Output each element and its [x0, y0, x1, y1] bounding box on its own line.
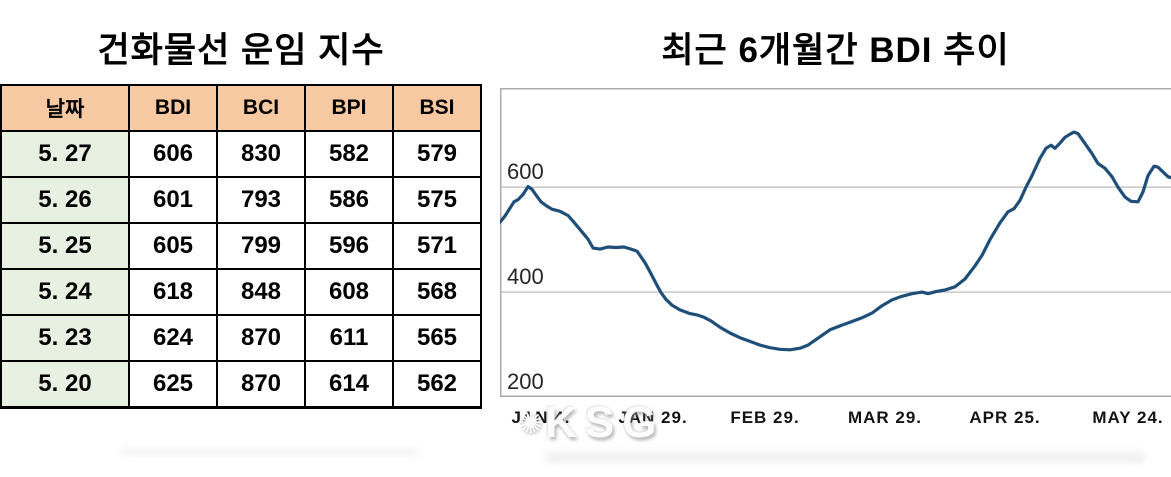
table-row: 5. 27 606 830 582 579 — [0, 130, 482, 178]
date-cell: 5. 20 — [0, 360, 130, 409]
x-tick-label-mar-29: MAR 29. — [847, 408, 923, 427]
freight-index-table: 날짜 BDI BCI BPI BSI 5. 27 606 830 582 579 5. 26 601… — [0, 84, 482, 409]
artifact-smudge — [545, 452, 1145, 463]
x-tick-label-jan-29: JAN 29. — [618, 408, 688, 427]
date-cell: 5. 26 — [0, 176, 130, 224]
value-cell: 606 — [128, 130, 218, 178]
value-cell: 608 — [304, 268, 394, 316]
value-cell: 586 — [304, 176, 394, 224]
y-tick-label-400: 400 — [507, 264, 544, 290]
value-cell: 793 — [216, 176, 306, 224]
y-tick-label-600: 600 — [507, 159, 544, 185]
value-cell: 601 — [128, 176, 218, 224]
sun-icon: ✺ — [518, 406, 544, 440]
table-row: 5. 24 618 848 608 568 — [0, 268, 482, 316]
x-tick-label-apr-25: APR 25. — [969, 408, 1041, 427]
bdi-series-line — [500, 130, 1171, 352]
column-header-bdi: BDI — [128, 84, 218, 132]
table-row: 5. 23 624 870 611 565 — [0, 314, 482, 362]
y-tick-label-200: 200 — [507, 369, 544, 394]
column-header-bsi: BSI — [392, 84, 482, 132]
date-cell: 5. 23 — [0, 314, 130, 362]
ksg-watermark: ✺ KSG — [518, 398, 665, 448]
value-cell: 870 — [216, 314, 306, 362]
artifact-smudge — [120, 447, 420, 456]
x-tick-label-feb-29: FEB 29. — [730, 408, 800, 427]
value-cell: 565 — [392, 314, 482, 362]
table-header-row: 날짜 BDI BCI BPI BSI — [0, 84, 482, 132]
bdi-line-chart — [500, 88, 1171, 397]
date-cell: 5. 27 — [0, 130, 130, 178]
value-cell: 870 — [216, 360, 306, 409]
value-cell: 625 — [128, 360, 218, 409]
chart-title: 최근 6개월간 BDI 추이 — [661, 31, 1010, 70]
value-cell: 618 — [128, 268, 218, 316]
table-row: 5. 20 625 870 614 562 — [0, 360, 482, 409]
column-header-bci: BCI — [216, 84, 306, 132]
value-cell: 575 — [392, 176, 482, 224]
x-tick-label-jan-4: JAN 4. — [511, 408, 571, 427]
value-cell: 614 — [304, 360, 394, 409]
table-row: 5. 25 605 799 596 571 — [0, 222, 482, 270]
value-cell: 571 — [392, 222, 482, 270]
value-cell: 562 — [392, 360, 482, 409]
column-header-bpi: BPI — [304, 84, 394, 132]
date-cell: 5. 25 — [0, 222, 130, 270]
value-cell: 596 — [304, 222, 394, 270]
watermark-text: KSG — [545, 398, 665, 447]
table-title: 건화물선 운임 지수 — [97, 31, 385, 70]
value-cell: 568 — [392, 268, 482, 316]
value-cell: 611 — [304, 314, 394, 362]
bdi-plot-area — [500, 88, 1171, 397]
value-cell: 579 — [392, 130, 482, 178]
value-cell: 605 — [128, 222, 218, 270]
table-row: 5. 26 601 793 586 575 — [0, 176, 482, 224]
table-body: 5. 27 606 830 582 579 5. 26 601 793 586 575 5. 25 6… — [0, 130, 482, 409]
date-cell: 5. 24 — [0, 268, 130, 316]
value-cell: 624 — [128, 314, 218, 362]
x-tick-label-may-24: MAY 24. — [1092, 408, 1164, 427]
value-cell: 830 — [216, 130, 306, 178]
value-cell: 799 — [216, 222, 306, 270]
table-header: 날짜 BDI BCI BPI BSI — [0, 84, 482, 132]
column-header-date: 날짜 — [0, 84, 130, 132]
value-cell: 848 — [216, 268, 306, 316]
value-cell: 582 — [304, 130, 394, 178]
